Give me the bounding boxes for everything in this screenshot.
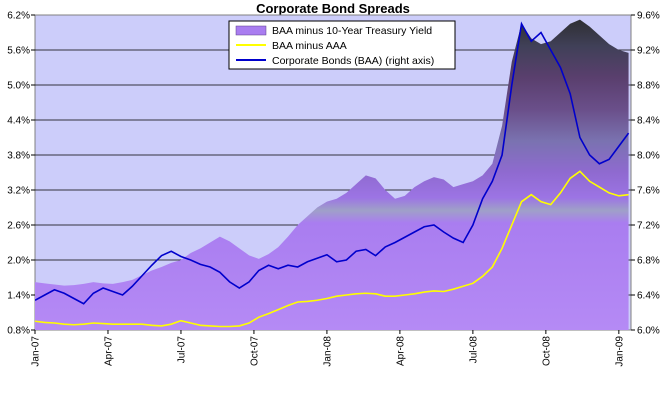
left-tick-label: 5.0% [7,81,30,92]
line-corporate-bonds-baa [35,21,630,305]
x-tick-label: Jan-08 [322,336,333,367]
chart-title: Corporate Bond Spreads [256,1,410,16]
left-tick-label: 2.6% [7,221,30,232]
right-axis: 6.0% 6.4% 6.8% 7.2% 7.6% 8.0% 8.4% 8.8% 9.2% 9.6% [631,11,660,337]
legend-box [228,20,456,70]
right-tick-label: 8.4% [637,116,660,127]
right-tick-label: 8.0% [637,151,660,162]
left-tick-label: 0.8% [7,326,30,337]
left-axis: 0.8% 1.4% 2.0% 2.6% 3.2% 3.8% 4.4% 5.0% 5.6% 6.2% [7,11,35,337]
right-tick-label: 8.8% [637,81,660,92]
x-tick-label: Apr-08 [395,336,406,366]
x-tick-label: Jan-09 [614,336,625,367]
left-tick-label: 2.0% [7,256,30,267]
x-tick-label: Apr-07 [103,336,114,366]
line-baa-minus-aaa [35,170,629,328]
legend-label-baa: Corporate Bonds (BAA) (right axis) [272,55,434,67]
x-tick-label: Jan-07 [31,336,42,367]
right-tick-label: 9.2% [637,46,660,57]
left-tick-label: 3.8% [7,151,30,162]
x-tick-label: Oct-07 [249,336,260,366]
right-tick-label: 6.8% [637,256,660,267]
line-series [35,21,630,328]
area-series [35,19,629,330]
right-tick-label: 9.6% [637,11,660,22]
right-tick-label: 6.4% [637,291,660,302]
right-tick-label: 6.0% [637,326,660,337]
left-tick-label: 5.6% [7,46,30,57]
x-axis: Jan-07 Apr-07 Jul-07 Oct-07 Jan-08 Apr-08 Jul-… [31,330,625,367]
x-tick-label: Jul-08 [468,336,479,364]
right-tick-label: 7.6% [637,186,660,197]
legend-label-spread-10y: BAA minus 10-Year Treasury Yield [272,25,432,37]
left-tick-label: 4.4% [7,116,30,127]
x-tick-label: Jul-07 [176,336,187,364]
legend-label-baa-aaa: BAA minus AAA [272,40,347,52]
legend-swatch-spread-10y [235,25,267,36]
left-tick-label: 6.2% [7,11,30,22]
left-tick-label: 1.4% [7,291,30,302]
area-spread-10y [35,19,629,330]
left-tick-label: 3.2% [7,186,30,197]
right-tick-label: 7.2% [637,221,660,232]
legend: BAA minus 10-Year Treasury Yield BAA min… [228,20,456,70]
x-tick-label: Oct-08 [541,336,552,366]
